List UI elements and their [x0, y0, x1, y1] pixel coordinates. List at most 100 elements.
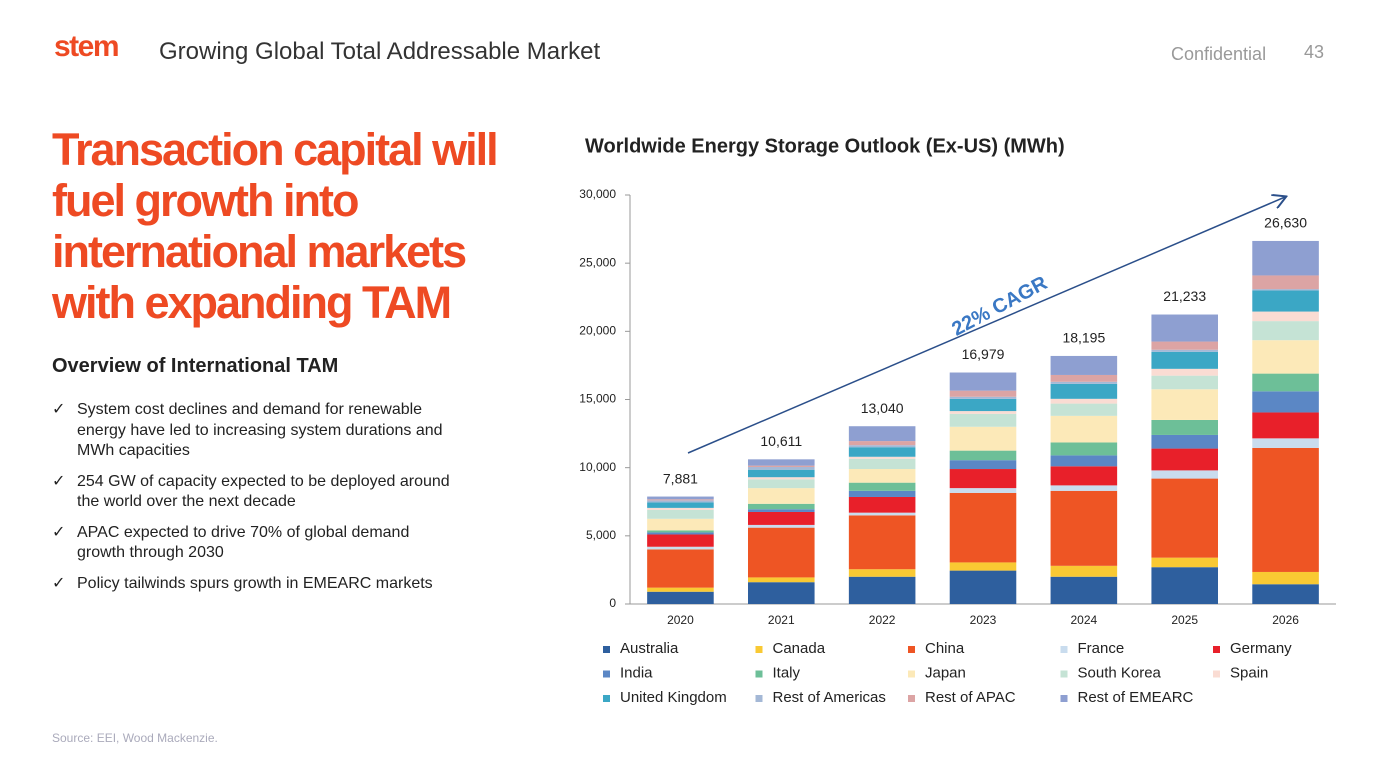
- bar-segment: [848, 482, 916, 491]
- y-tick-label: 15,000: [579, 392, 616, 406]
- x-tick-label: 2024: [1071, 613, 1098, 627]
- total-label: 7,881: [663, 470, 698, 486]
- bar-segment: [1252, 584, 1319, 604]
- bullet: Policy tailwinds spurs growth in EMEARC …: [52, 574, 452, 595]
- total-label: 18,195: [1062, 330, 1105, 346]
- y-tick-label: 30,000: [579, 187, 616, 201]
- bar-segment: [1151, 375, 1218, 390]
- bar-segment: [848, 458, 916, 470]
- bar-segment: [848, 445, 916, 448]
- bar-segment: [1050, 576, 1118, 604]
- bar-segment: [848, 441, 916, 446]
- total-label: 26,630: [1264, 215, 1307, 231]
- page-number: 43: [1304, 42, 1325, 62]
- bar-segment: [1252, 571, 1319, 585]
- bar-segment: [1252, 240, 1319, 276]
- bar-segment: [647, 549, 714, 588]
- bar-segment: [647, 507, 714, 510]
- bar-segment: [748, 524, 815, 528]
- bar-segment: [1151, 448, 1218, 471]
- overview-title: Overview of International TAM: [52, 355, 339, 377]
- bar-segment: [949, 488, 1017, 493]
- bar-segment: [1252, 275, 1319, 290]
- y-tick-label: 10,000: [579, 460, 616, 474]
- bar-segment: [1050, 442, 1118, 456]
- bar-segment: [1050, 398, 1118, 404]
- legend-swatch: [908, 646, 915, 653]
- bar-segment: [647, 496, 714, 500]
- bar-segment: [848, 569, 916, 577]
- legend-swatch: [1060, 646, 1068, 653]
- headline-line: fuel growth into: [52, 175, 359, 226]
- bar-segment: [748, 527, 815, 578]
- bar-segment: [647, 530, 714, 533]
- header-title: Growing Global Total Addressable Market: [159, 38, 601, 65]
- bar-segment: [748, 509, 815, 512]
- bar-segment: [647, 502, 714, 508]
- bar-segment: [949, 469, 1017, 489]
- total-label: 10,611: [760, 433, 802, 449]
- bar-segment: [1151, 368, 1218, 376]
- headline-line: with expanding TAM: [52, 277, 452, 328]
- total-label: 16,979: [962, 346, 1005, 362]
- bar-segment: [1252, 311, 1319, 322]
- bar-segment: [1050, 374, 1118, 382]
- bar-segment: [748, 582, 815, 604]
- legend-swatch: [1213, 670, 1220, 678]
- bar-segment: [949, 460, 1017, 470]
- bar-segment: [1151, 389, 1218, 420]
- bar-segment: [1252, 340, 1319, 374]
- legend-label: Germany: [1230, 640, 1292, 657]
- legend-label: South Korea: [1078, 664, 1162, 681]
- bullet-list: System cost declines and demand for rene…: [52, 400, 452, 604]
- bar-segment: [748, 466, 815, 470]
- bar-segment: [1151, 567, 1218, 604]
- legend-swatch: [755, 646, 763, 653]
- legend-swatch: [755, 670, 763, 678]
- legend-swatch: [1060, 695, 1068, 702]
- legend-label: Japan: [925, 664, 966, 681]
- bar-segment: [1151, 351, 1218, 369]
- y-tick-label: 0: [609, 596, 616, 610]
- bar-segment: [848, 576, 916, 604]
- bar-segment: [1252, 447, 1319, 572]
- bar-segment: [1151, 314, 1218, 342]
- legend-swatch: [603, 670, 610, 678]
- x-tick-label: 2023: [970, 613, 997, 627]
- total-label: 13,040: [861, 400, 904, 416]
- bar-segment: [848, 469, 916, 483]
- bar-segment: [748, 477, 815, 480]
- bar-segment: [1151, 341, 1218, 350]
- bullet: System cost declines and demand for rene…: [52, 400, 452, 462]
- bar-segment: [848, 447, 916, 457]
- bar-segment: [848, 490, 916, 497]
- bar-segment: [949, 413, 1017, 427]
- bar-segment: [848, 496, 916, 513]
- bar-segment: [647, 532, 714, 535]
- chart-title: Worldwide Energy Storage Outlook (Ex-US)…: [585, 135, 1065, 157]
- bar-segment: [1151, 470, 1218, 479]
- bar-segment: [748, 469, 815, 478]
- legend-label: Spain: [1230, 664, 1268, 681]
- bar-segment: [949, 372, 1017, 391]
- legend-label: Canada: [773, 640, 826, 657]
- headline: Transaction capital will fuel growth int…: [52, 124, 499, 328]
- bar-segment: [647, 509, 714, 519]
- bar-segment: [1050, 355, 1118, 375]
- bar-segment: [1050, 565, 1118, 577]
- total-label: 21,233: [1163, 288, 1206, 304]
- bar-segment: [1151, 349, 1218, 352]
- y-tick-label: 20,000: [579, 324, 616, 338]
- legend-label: Rest of EMEARC: [1078, 689, 1194, 706]
- bar-segment: [1252, 290, 1319, 312]
- bar-segment: [848, 512, 916, 516]
- bar-segment: [647, 534, 714, 547]
- bar-segment: [748, 503, 815, 510]
- cagr-annotation: 22% CAGR: [948, 272, 1051, 341]
- bar-segment: [1252, 321, 1319, 341]
- cagr-arrow: [687, 197, 1285, 454]
- bar-segment: [949, 398, 1017, 412]
- bar-segment: [647, 518, 714, 531]
- legend-label: Italy: [773, 664, 801, 681]
